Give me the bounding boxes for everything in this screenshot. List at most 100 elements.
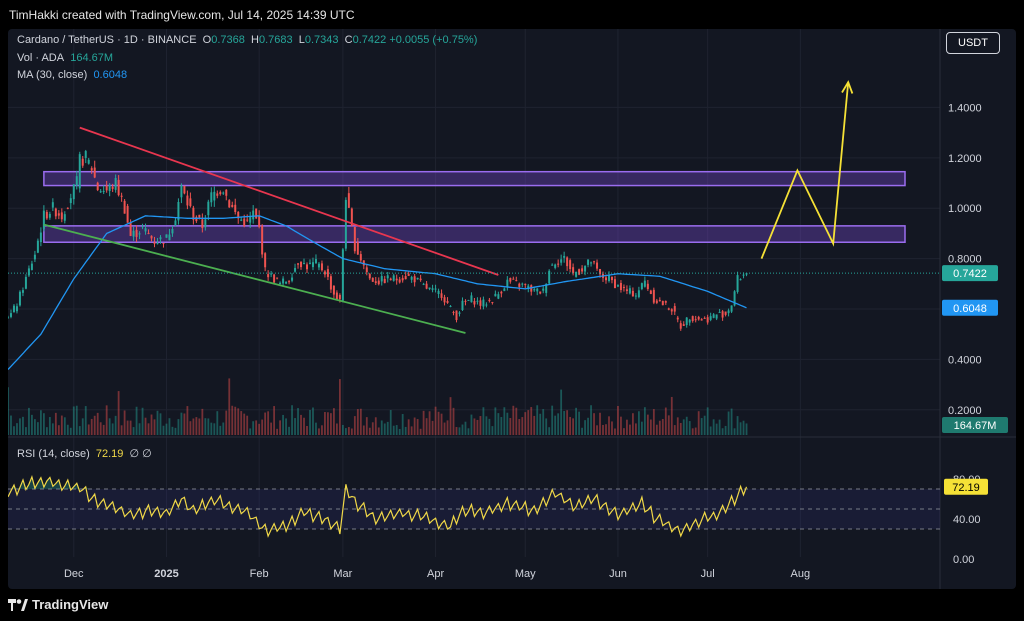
- volume-bar: [210, 422, 213, 435]
- candle-body: [389, 278, 392, 281]
- volume-bar: [569, 416, 572, 435]
- volume-bar: [39, 410, 42, 435]
- candle-body: [282, 278, 285, 284]
- candle-body: [497, 294, 500, 299]
- volume-bar: [63, 417, 66, 435]
- volume-bar: [10, 415, 12, 435]
- volume-bar: [120, 425, 123, 435]
- chart-frame[interactable]: 1.40001.20001.00000.80000.60000.40000.20…: [8, 29, 1016, 589]
- volume-bar: [661, 418, 664, 435]
- candle-body: [147, 232, 150, 234]
- volume-bar: [640, 421, 643, 435]
- candle-body: [619, 282, 622, 290]
- candle-body: [99, 191, 102, 193]
- volume-bar: [93, 415, 96, 435]
- candle-body: [240, 219, 243, 221]
- candle-body: [276, 277, 279, 279]
- volume-bar: [467, 428, 470, 435]
- candle-body: [320, 263, 323, 271]
- volume-bar: [291, 405, 293, 435]
- candle-body: [48, 213, 51, 218]
- volume-bar: [509, 417, 512, 435]
- resistance-zone: [43, 170, 906, 187]
- volume-bar: [449, 397, 452, 435]
- candle-body: [724, 311, 727, 315]
- candle-body: [168, 234, 171, 241]
- volume-bar: [455, 427, 458, 435]
- candle-body: [587, 259, 590, 265]
- volume-bar: [611, 421, 613, 435]
- volume-bar: [219, 425, 222, 435]
- volume-bar: [560, 389, 563, 435]
- candle-body: [186, 195, 189, 206]
- candle-body: [416, 277, 419, 280]
- candle-body: [557, 263, 560, 265]
- close-value: 0.7422: [352, 34, 387, 46]
- volume-bar: [398, 428, 401, 435]
- volume-bar: [300, 414, 302, 435]
- volume-bar: [189, 421, 192, 435]
- candle-body: [51, 202, 54, 208]
- volume-bar: [66, 424, 69, 435]
- candle-body: [291, 277, 294, 281]
- candle-body: [431, 288, 434, 290]
- candle-body: [341, 249, 344, 301]
- volume-bar: [37, 422, 39, 435]
- time-tick-label: May: [515, 568, 536, 580]
- volume-bar: [383, 423, 386, 435]
- volume-bar: [407, 419, 410, 435]
- time-tick-label: Dec: [64, 568, 84, 580]
- candle-body: [539, 291, 542, 294]
- candle-body: [461, 300, 464, 311]
- volume-bar: [28, 407, 30, 435]
- candle-body: [192, 207, 195, 220]
- volume-bar: [551, 405, 554, 435]
- candle-body: [237, 211, 240, 219]
- volume-bar: [261, 419, 264, 435]
- volume-bar: [168, 418, 171, 435]
- candle-body: [709, 316, 712, 320]
- author-credit: TimHakki created with TradingView.com, J…: [9, 8, 355, 22]
- candle-body: [631, 290, 634, 297]
- volume-bar: [57, 425, 60, 435]
- candle-body: [503, 288, 506, 292]
- candle-body: [554, 264, 557, 268]
- volume-bar: [294, 418, 296, 435]
- open-label: O: [202, 34, 212, 46]
- volume-bar: [213, 423, 216, 435]
- volume-bar: [350, 428, 353, 435]
- candle-body: [515, 280, 518, 282]
- chart-canvas[interactable]: 1.40001.20001.00000.80000.60000.40000.20…: [8, 29, 1016, 589]
- time-tick-label: Aug: [791, 568, 811, 580]
- volume-bar: [503, 407, 506, 435]
- candle-body: [222, 192, 225, 194]
- volume-bar: [461, 424, 464, 435]
- time-tick-label: Apr: [427, 568, 444, 580]
- time-tick-label: Jun: [609, 568, 627, 580]
- candle-body: [482, 299, 485, 307]
- candle-body: [658, 299, 661, 302]
- candle-body: [243, 218, 246, 227]
- candle-body: [374, 281, 377, 284]
- volume-bar: [703, 415, 706, 435]
- candle-body: [69, 198, 72, 204]
- volume-bar: [25, 427, 27, 435]
- candle-body: [664, 301, 667, 303]
- volume-bar: [605, 424, 607, 435]
- candle-body: [311, 262, 314, 268]
- ma-value: 0.6048: [93, 69, 128, 81]
- candle-body: [12, 305, 15, 313]
- volume-bar: [16, 423, 18, 435]
- volume-bar: [123, 410, 126, 435]
- candle-body: [646, 283, 649, 290]
- candle-body: [622, 286, 625, 288]
- volume-bar: [730, 408, 733, 435]
- candle-body: [500, 291, 503, 294]
- time-tick-label: Mar: [333, 568, 352, 580]
- candle-body: [108, 184, 111, 191]
- price-tick-label: 1.2000: [948, 153, 982, 165]
- candle-body: [536, 288, 539, 292]
- currency-button[interactable]: USDT: [946, 32, 1000, 54]
- rsi-badge-text: 72.19: [952, 482, 980, 494]
- rsi-label: RSI (14, close): [17, 448, 90, 460]
